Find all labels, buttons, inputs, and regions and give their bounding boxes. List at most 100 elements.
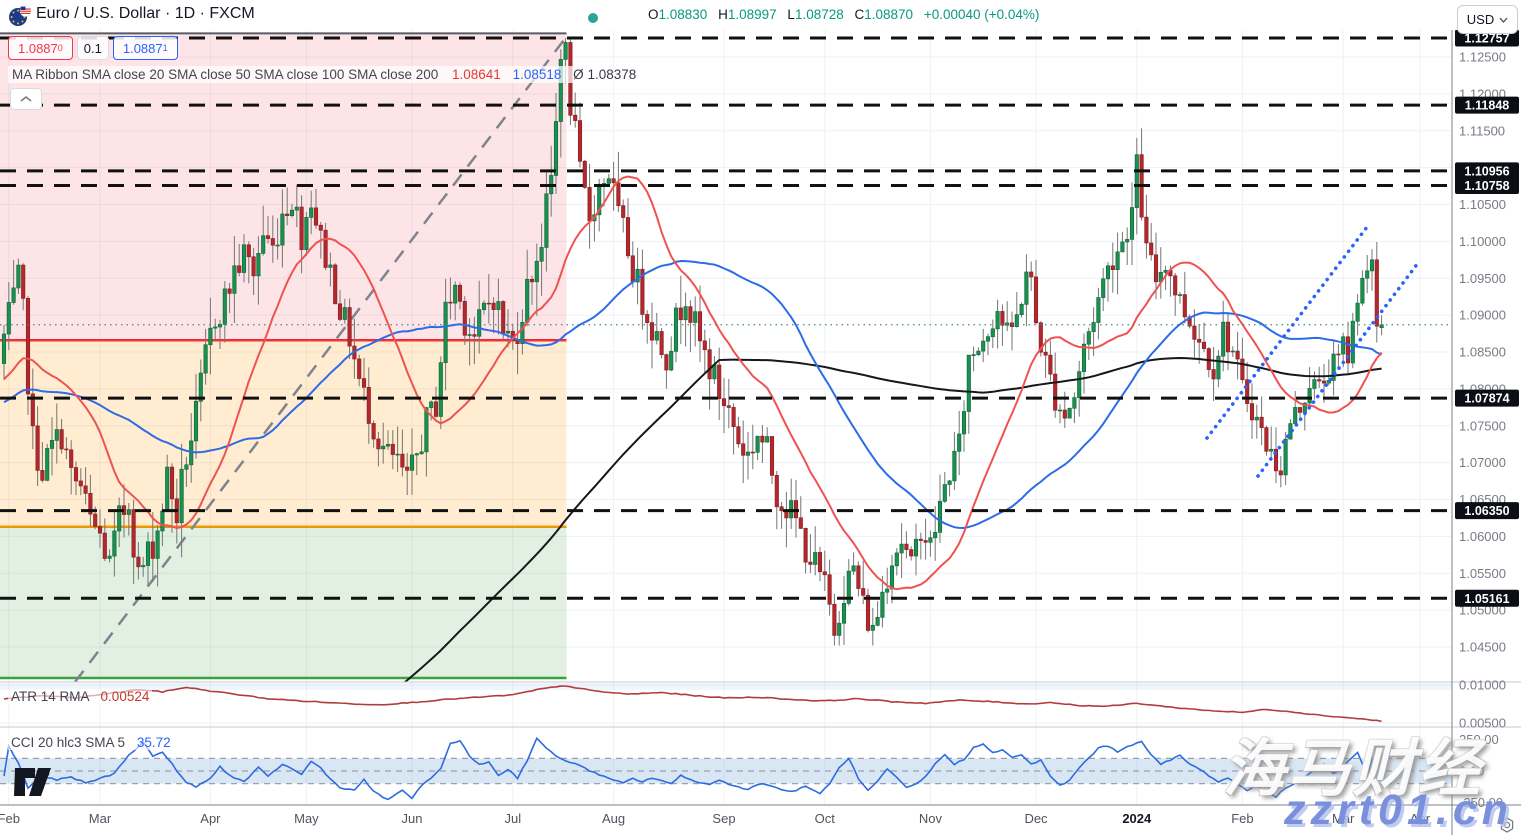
svg-text:1.11848: 1.11848 bbox=[1465, 99, 1510, 113]
sell-bid-button[interactable]: 1.0887 0 bbox=[8, 36, 73, 60]
supply-demand-zones bbox=[0, 32, 567, 680]
svg-text:Oct: Oct bbox=[815, 811, 836, 826]
ma-ribbon-lines bbox=[3, 175, 1383, 682]
svg-text:1.11500: 1.11500 bbox=[1459, 123, 1505, 138]
svg-text:250.00: 250.00 bbox=[1459, 732, 1499, 747]
ohlc-low-value: 1.08728 bbox=[794, 7, 844, 22]
svg-text:1.09000: 1.09000 bbox=[1459, 308, 1506, 323]
svg-text:Feb: Feb bbox=[1231, 811, 1253, 826]
svg-text:1.07000: 1.07000 bbox=[1459, 455, 1506, 470]
bid-price-sup: 0 bbox=[57, 43, 63, 53]
ohlc-readout: O1.08830 H1.08997 L1.08728 C1.08870 +0.0… bbox=[648, 7, 1039, 22]
svg-text:0.00500: 0.00500 bbox=[1459, 716, 1506, 731]
svg-text:1.10000: 1.10000 bbox=[1459, 234, 1506, 249]
tradingview-logo[interactable] bbox=[14, 766, 58, 798]
cci-value: 35.72 bbox=[136, 735, 171, 750]
axis-settings-button[interactable] bbox=[1496, 816, 1518, 833]
svg-text:-250.00: -250.00 bbox=[1459, 795, 1503, 810]
price-level-badge bbox=[1455, 176, 1519, 194]
price-axis-labels: 1.125001.120001.115001.105001.100001.095… bbox=[1455, 29, 1519, 810]
spread-value: 0.1 bbox=[76, 36, 109, 60]
currency-selector[interactable]: USD bbox=[1457, 5, 1518, 34]
symbol-name[interactable]: Euro / U.S. Dollar bbox=[36, 5, 161, 22]
svg-text:1.07874: 1.07874 bbox=[1464, 392, 1509, 406]
svg-text:1.05161: 1.05161 bbox=[1464, 592, 1509, 606]
buy-ask-button[interactable]: 1.0887 1 bbox=[112, 36, 178, 60]
blue-dotted-channel-line bbox=[1256, 261, 1420, 478]
svg-text:1.10956: 1.10956 bbox=[1464, 164, 1509, 178]
ohlc-change-value: +0.00040 (+0.04%) bbox=[923, 7, 1040, 22]
svg-text:1.08500: 1.08500 bbox=[1459, 345, 1506, 360]
time-axis[interactable] bbox=[0, 805, 1452, 835]
atr-value: 0.00524 bbox=[100, 689, 150, 704]
svg-text:Nov: Nov bbox=[919, 811, 943, 826]
chevron-down-icon bbox=[1499, 17, 1508, 23]
svg-text:1.10758: 1.10758 bbox=[1464, 179, 1509, 193]
quote-row: 1.0887 0 0.1 1.0887 1 bbox=[8, 36, 178, 60]
svg-text:Jun: Jun bbox=[402, 811, 423, 826]
price-level-badge bbox=[1455, 502, 1519, 520]
svg-text:1.06000: 1.06000 bbox=[1459, 529, 1506, 544]
collapse-legend-button[interactable] bbox=[10, 88, 42, 110]
atr-title: ATR 14 RMA bbox=[11, 689, 89, 704]
svg-text:1.12500: 1.12500 bbox=[1459, 50, 1506, 65]
svg-text:Jul: Jul bbox=[504, 811, 521, 826]
gridlines bbox=[0, 30, 1452, 805]
svg-text:1.04500: 1.04500 bbox=[1459, 640, 1506, 655]
svg-text:Mar: Mar bbox=[89, 811, 112, 826]
svg-text:Mar: Mar bbox=[1332, 811, 1355, 826]
ma-avg-value: 1.08378 bbox=[587, 67, 637, 82]
ma-sma20-value: 1.08641 bbox=[452, 67, 501, 82]
ma-sma50-value: 1.08518 bbox=[512, 67, 562, 82]
ask-price-sup: 1 bbox=[162, 43, 168, 53]
atr-legend[interactable]: ATR 14 RMA 0.00524 bbox=[8, 689, 153, 704]
cci-legend[interactable]: CCI 20 hlc3 SMA 5 35.72 bbox=[8, 735, 174, 750]
svg-text:1.09500: 1.09500 bbox=[1459, 271, 1506, 286]
ask-price: 1.0887 bbox=[122, 40, 163, 56]
ohlc-low-key: L bbox=[787, 7, 795, 22]
ma-ribbon-legend[interactable]: MA Ribbon SMA close 20 SMA close 50 SMA … bbox=[8, 66, 641, 83]
bid-price: 1.0887 bbox=[18, 40, 58, 56]
svg-text:1.10500: 1.10500 bbox=[1459, 197, 1506, 212]
ohlc-close-value: 1.08870 bbox=[864, 7, 914, 22]
svg-text:Sep: Sep bbox=[712, 811, 735, 826]
ma-avg-prefix: Ø bbox=[573, 67, 584, 82]
sma-50-line bbox=[3, 259, 1383, 530]
sma-20-line bbox=[3, 175, 1383, 591]
ohlc-high-key: H bbox=[718, 7, 728, 22]
title-separator-2: · bbox=[199, 5, 205, 22]
pane-resize-strip bbox=[0, 683, 1452, 690]
svg-text:1.06350: 1.06350 bbox=[1464, 504, 1509, 518]
atr-line bbox=[3, 685, 1382, 723]
price-axis[interactable] bbox=[1452, 30, 1521, 805]
price-level-badge bbox=[1455, 162, 1519, 180]
price-level-badge bbox=[1455, 589, 1519, 607]
svg-text:1.05500: 1.05500 bbox=[1459, 566, 1506, 581]
ohlc-open-key: O bbox=[648, 7, 659, 22]
currency-label: USD bbox=[1466, 12, 1495, 27]
svg-text:Aug: Aug bbox=[602, 811, 625, 826]
price-level-badge bbox=[1455, 389, 1519, 407]
svg-text:Feb: Feb bbox=[0, 811, 20, 826]
gray-dashed-trendline bbox=[74, 35, 568, 682]
sma-200-line bbox=[403, 357, 1382, 682]
svg-text:1.12757: 1.12757 bbox=[1464, 32, 1509, 46]
ohlc-high-value: 1.08997 bbox=[727, 7, 777, 22]
svg-text:Apr: Apr bbox=[1410, 811, 1431, 826]
eur-usd-flag-icon bbox=[9, 5, 32, 26]
title-separator-1: · bbox=[164, 5, 171, 22]
svg-text:2024: 2024 bbox=[1122, 811, 1152, 826]
time-axis-labels: Feb Mar Apr May Jun Jul Aug Sep Oct Nov Dec 2024 Feb… bbox=[0, 811, 1431, 826]
symbol-title[interactable]: Euro / U.S. Dollar · 1D · FXCM bbox=[36, 5, 255, 23]
interval-label[interactable]: 1D bbox=[174, 5, 196, 22]
svg-text:Apr: Apr bbox=[200, 811, 221, 826]
cci-title: CCI 20 hlc3 SMA 5 bbox=[11, 735, 126, 750]
gear-icon bbox=[1500, 816, 1514, 833]
spread-text: 0.1 bbox=[83, 40, 102, 56]
market-open-dot-icon bbox=[588, 13, 598, 23]
svg-text:0.01000: 0.01000 bbox=[1459, 678, 1506, 693]
svg-text:Dec: Dec bbox=[1024, 811, 1048, 826]
watermark-site: zzrt01.cn bbox=[1283, 786, 1513, 834]
